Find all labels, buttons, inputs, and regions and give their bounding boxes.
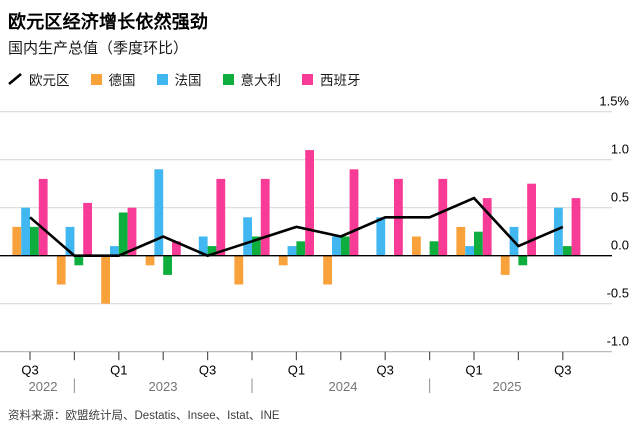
x-axis-year-label: 2024 — [329, 379, 358, 394]
bar-法国-2024 Q3 — [376, 217, 386, 256]
bar-法国-2022 Q4 — [65, 226, 75, 256]
bar-法国-2023 Q1 — [110, 246, 119, 256]
legend-label: 德国 — [108, 73, 136, 88]
bar-意大利-2023 Q1 — [118, 212, 128, 256]
y-axis-label: -0.5 — [607, 286, 629, 301]
bar-法国-2025 Q3 — [554, 207, 563, 256]
legend-label: 欧元区 — [29, 73, 70, 88]
bar-法国-2024 Q1 — [287, 246, 297, 256]
x-axis-quarter-label: Q3 — [377, 363, 394, 378]
bar-法国-2023 Q4 — [243, 217, 252, 256]
legend-item-西班牙: 西班牙 — [302, 69, 361, 89]
bar-西班牙-2022 Q3 — [38, 178, 48, 256]
bar-西班牙-2023 Q3 — [216, 178, 226, 256]
eurozone-line — [29, 196, 564, 258]
bar-德国-2024 Q2 — [323, 255, 332, 285]
bar-意大利-2023 Q3 — [207, 246, 217, 256]
bar-法国-2023 Q2 — [154, 169, 164, 256]
legend-label: 西班牙 — [320, 73, 361, 88]
bar-意大利-2022 Q4 — [74, 255, 84, 266]
bar-德国-2024 Q1 — [278, 255, 288, 266]
line-series-mark-icon — [8, 73, 22, 85]
y-axis-label: 0.5 — [611, 190, 629, 205]
chart-subtitle: 国内生产总值（季度环比） — [8, 40, 189, 57]
bar-意大利-2025 Q2 — [518, 255, 528, 266]
bar-法国-2023 Q3 — [198, 236, 208, 256]
bar-法国-2022 Q3 — [21, 207, 30, 256]
bar-西班牙-2025 Q1 — [482, 198, 492, 256]
bar-德国-2022 Q3 — [12, 226, 22, 256]
legend-swatch-icon — [222, 73, 234, 85]
bar-西班牙-2023 Q4 — [260, 178, 270, 256]
bar-意大利-2025 Q3 — [562, 246, 572, 256]
y-axis-label: 0.0 — [611, 238, 629, 253]
legend: 欧元区 德国 法国 意大利 西班牙 — [8, 69, 361, 89]
legend-swatch-icon — [90, 73, 102, 85]
x-axis-quarter-label: Q3 — [199, 363, 216, 378]
source-note: 资料来源：欧盟统计局、Destatis、Insee、Istat、INE — [8, 410, 280, 422]
bar-法国-2024 Q2 — [332, 236, 341, 256]
bar-西班牙-2025 Q3 — [571, 198, 581, 256]
bar-德国-2023 Q2 — [145, 255, 155, 266]
x-axis-year-label: 2025 — [493, 379, 522, 394]
legend-item-法国: 法国 — [156, 69, 202, 89]
bar-意大利-2023 Q2 — [163, 255, 172, 275]
x-axis-quarter-label: Q1 — [465, 363, 482, 378]
bar-德国-2025 Q1 — [456, 226, 466, 256]
bar-德国-2022 Q4 — [56, 255, 66, 285]
y-axis-label: 1.0 — [611, 142, 629, 157]
chart-title: 欧元区经济增长依然强劲 — [8, 12, 209, 32]
legend-item-欧元区: 欧元区 — [8, 69, 70, 89]
bar-西班牙-2023 Q2 — [172, 241, 181, 256]
bar-德国-2023 Q4 — [234, 255, 244, 285]
bar-西班牙-2024 Q4 — [438, 178, 448, 256]
bar-西班牙-2022 Q4 — [83, 202, 92, 256]
bar-德国-2024 Q4 — [412, 236, 421, 256]
bar-意大利-2024 Q1 — [296, 241, 306, 256]
legend-swatch-icon — [156, 73, 168, 85]
x-axis-quarter-label: Q3 — [554, 363, 571, 378]
legend-swatch-icon — [302, 73, 313, 85]
bar-法国-2025 Q1 — [465, 246, 474, 256]
x-axis-quarter-label: Q1 — [110, 363, 127, 378]
bar-意大利-2024 Q2 — [340, 236, 350, 256]
y-axis-label: 1.5% — [599, 94, 629, 109]
y-axis-label: -1.0 — [607, 334, 629, 349]
bar-德国-2023 Q1 — [101, 255, 110, 304]
legend-item-德国: 德国 — [90, 69, 136, 89]
bar-西班牙-2024 Q1 — [305, 150, 314, 256]
x-axis-quarter-label: Q1 — [288, 363, 305, 378]
x-axis-year-label: 2022 — [29, 379, 58, 394]
bar-西班牙-2024 Q2 — [349, 169, 359, 256]
legend-label: 意大利 — [240, 73, 282, 88]
bar-意大利-2022 Q3 — [30, 226, 39, 256]
bar-意大利-2025 Q1 — [474, 231, 483, 256]
bar-意大利-2023 Q4 — [252, 236, 261, 256]
bar-西班牙-2025 Q2 — [527, 183, 536, 256]
bar-德国-2025 Q2 — [500, 255, 510, 275]
bar-西班牙-2023 Q1 — [127, 207, 137, 256]
bar-意大利-2024 Q4 — [429, 241, 439, 256]
x-axis-quarter-label: Q3 — [21, 363, 38, 378]
legend-label: 法国 — [174, 73, 202, 88]
x-axis-year-label: 2023 — [149, 379, 178, 394]
legend-item-意大利: 意大利 — [222, 69, 282, 89]
